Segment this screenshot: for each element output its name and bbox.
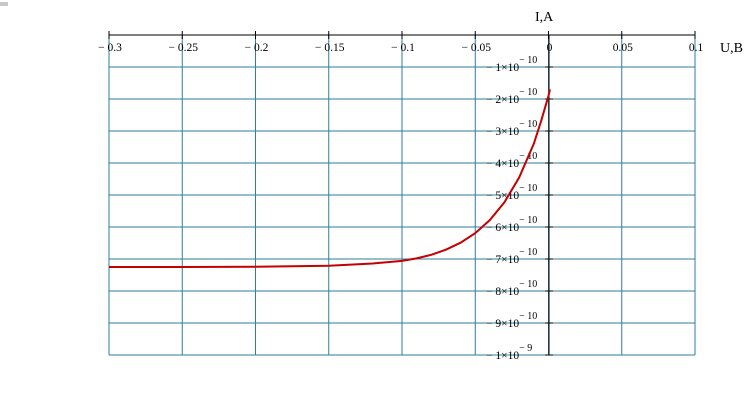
x-tick-labels: − 0.3 − 0.25 − 0.2 − 0.15 − 0.1 − 0.05 0 0.05 0.…: [98, 42, 703, 54]
y-tick-label: − 6×10− 10: [486, 215, 537, 234]
y-tick-label: − 8×10− 10: [486, 279, 537, 298]
y-axis-label: I,A: [535, 10, 554, 25]
y-tick-label: − 7×10− 10: [486, 247, 537, 266]
series: [109, 89, 551, 268]
window-corner-mark: [0, 2, 8, 6]
y-tick-label: − 1×10− 9: [486, 343, 532, 362]
x-tick-label: − 0.3: [98, 42, 122, 54]
grid: [108, 35, 696, 356]
axes: [108, 31, 696, 356]
x-tick-label: − 0.1: [391, 42, 415, 54]
x-tick-label: 0.1: [689, 42, 704, 54]
x-axis-label: U,B: [720, 41, 743, 56]
series-line: [109, 89, 551, 268]
x-tick-label: 0: [547, 42, 553, 54]
y-tick-label: − 1×10− 10: [486, 55, 537, 74]
y-tick-label: − 3×10− 10: [486, 119, 537, 138]
x-tick-label: − 0.25: [169, 42, 199, 54]
x-tick-label: − 0.15: [315, 42, 345, 54]
x-tick-label: − 0.05: [462, 42, 492, 54]
y-tick-labels: − 1×10− 10− 2×10− 10− 3×10− 10− 4×10− 10…: [486, 55, 537, 362]
y-tick-label: − 2×10− 10: [486, 87, 537, 106]
x-tick-label: − 0.2: [245, 42, 269, 54]
y-tick-label: − 9×10− 10: [486, 311, 537, 330]
y-tick-label: − 5×10− 10: [486, 183, 537, 202]
x-tick-label: 0.05: [613, 42, 633, 54]
